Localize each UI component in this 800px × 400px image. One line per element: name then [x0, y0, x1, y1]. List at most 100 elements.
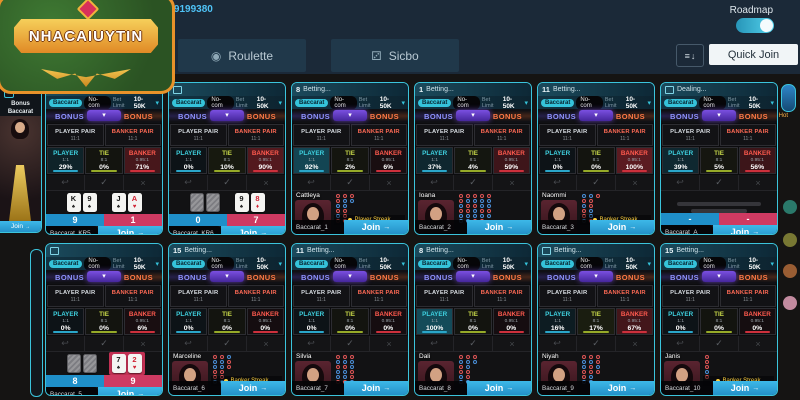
cancel-icon[interactable]: ×: [615, 175, 654, 190]
banker-bet[interactable]: BANKER 0.95:1 90%: [246, 147, 284, 174]
chevron-down-icon[interactable]: ▾: [770, 260, 774, 268]
tie-bet[interactable]: TIE 8:1 4%: [454, 147, 492, 174]
player-pair-bet[interactable]: PLAYER PAIR 11:1: [293, 124, 350, 146]
cancel-icon[interactable]: ×: [246, 175, 285, 190]
confirm-icon[interactable]: ✓: [576, 336, 615, 351]
roadmap-toggle[interactable]: [736, 18, 774, 33]
table-card[interactable]: 15 Betting... Baccarat No-com Bet Limit 10-50…: [168, 243, 286, 396]
confirm-icon[interactable]: ✓: [699, 175, 738, 190]
player-pair-bet[interactable]: PLAYER PAIR 11:1: [47, 124, 104, 146]
confirm-icon[interactable]: ✓: [207, 175, 246, 190]
banker-bet[interactable]: BANKER 0.95:1 0%: [492, 308, 530, 335]
banker-bet[interactable]: BANKER 0.95:1 67%: [615, 308, 653, 335]
join-button[interactable]: Join →: [713, 381, 777, 395]
player-bet[interactable]: PLAYER 1:1 0%: [170, 308, 208, 335]
banker-bet[interactable]: BANKER 0.95:1 0%: [738, 308, 776, 335]
join-button[interactable]: Join →: [590, 220, 654, 234]
undo-icon[interactable]: ↩: [553, 177, 561, 187]
player-pair-bet[interactable]: PLAYER PAIR 11:1: [662, 285, 719, 307]
banker-pair-bet[interactable]: BANKER PAIR 11:1: [473, 285, 530, 307]
join-button[interactable]: Join →: [713, 225, 777, 234]
tab-sicbo[interactable]: ⚂ Sicbo: [331, 39, 459, 72]
chevron-down-icon[interactable]: ▾: [155, 260, 159, 268]
banker-bet[interactable]: BANKER 0.95:1 0%: [369, 308, 407, 335]
chevron-down-icon[interactable]: ▾: [647, 260, 651, 268]
confirm-icon[interactable]: ✓: [330, 336, 369, 351]
banker-bet[interactable]: BANKER 0.95:1 6%: [123, 308, 161, 335]
table-card[interactable]: Betting... Baccarat No-com Bet Limit 10-50K ▾…: [537, 243, 655, 396]
confirm-icon[interactable]: ✓: [453, 175, 492, 190]
banker-bet[interactable]: BANKER 0.95:1 56%: [738, 147, 776, 174]
table-card[interactable]: Dealing... Baccarat No-com Bet Limit 10-50K ▾…: [660, 82, 778, 235]
table-card[interactable]: Baccarat No-com Bet Limit 10-50K ▾ BONUS ▾ BONU…: [168, 82, 286, 235]
join-button[interactable]: Join →: [221, 226, 285, 234]
player-pair-bet[interactable]: PLAYER PAIR 11:1: [170, 285, 227, 307]
join-button[interactable]: Join →: [98, 387, 162, 395]
player-bet[interactable]: PLAYER 1:1 16%: [539, 308, 577, 335]
tab-roulette[interactable]: ◉ Roulette: [178, 39, 306, 72]
chevron-down-icon[interactable]: ▾: [524, 260, 528, 268]
banker-bet[interactable]: BANKER 0.95:1 0%: [246, 308, 284, 335]
cancel-icon[interactable]: ×: [123, 336, 162, 351]
join-button[interactable]: Join →: [0, 221, 41, 232]
banker-bet[interactable]: BANKER 0.95:1 6%: [369, 147, 407, 174]
table-card[interactable]: Baccarat No-com Bet Limit 10-50K ▾ BONUS ▾ BONU…: [45, 243, 163, 396]
chevron-down-icon[interactable]: ▾: [401, 260, 405, 268]
table-card[interactable]: 1 Betting... Baccarat No-com Bet Limit 10-50K…: [414, 82, 532, 235]
cancel-icon[interactable]: ×: [738, 336, 777, 351]
player-bet[interactable]: PLAYER 1:1 0%: [170, 147, 208, 174]
player-pair-bet[interactable]: PLAYER PAIR 11:1: [170, 124, 227, 146]
banker-pair-bet[interactable]: BANKER PAIR 11:1: [350, 285, 407, 307]
chevron-down-icon[interactable]: ▾: [278, 99, 282, 107]
join-button[interactable]: Join →: [221, 381, 285, 395]
tie-bet[interactable]: TIE 8:1 0%: [85, 308, 123, 335]
tie-bet[interactable]: TIE 8:1 17%: [577, 308, 615, 335]
banker-pair-bet[interactable]: BANKER PAIR 11:1: [596, 285, 653, 307]
undo-icon[interactable]: ↩: [307, 338, 315, 348]
chevron-down-icon[interactable]: ▾: [524, 99, 528, 107]
player-pair-bet[interactable]: PLAYER PAIR 11:1: [539, 124, 596, 146]
tie-bet[interactable]: TIE 8:1 0%: [208, 308, 246, 335]
cancel-icon[interactable]: ×: [738, 175, 777, 190]
chevron-down-icon[interactable]: ▾: [647, 99, 651, 107]
undo-icon[interactable]: ↩: [676, 177, 684, 187]
tie-bet[interactable]: TIE 8:1 0%: [454, 308, 492, 335]
table-card[interactable]: 11 Betting... Baccarat No-com Bet Limit 10-50…: [291, 243, 409, 396]
join-button[interactable]: Join →: [467, 381, 531, 395]
banker-bet[interactable]: BANKER 0.95:1 100%: [615, 147, 653, 174]
join-button[interactable]: Join →: [344, 381, 408, 395]
tie-bet[interactable]: TIE 8:1 2%: [331, 147, 369, 174]
banker-pair-bet[interactable]: BANKER PAIR 11:1: [719, 124, 776, 146]
tie-bet[interactable]: TIE 8:1 0%: [331, 308, 369, 335]
table-card[interactable]: 8 Betting... Baccarat No-com Bet Limit 10-50K…: [414, 243, 532, 396]
join-button[interactable]: Join →: [344, 220, 408, 234]
chevron-down-icon[interactable]: ▾: [401, 99, 405, 107]
table-card[interactable]: 15 Betting... Baccarat No-com Bet Limit 10-50…: [660, 243, 778, 396]
confirm-icon[interactable]: ✓: [84, 175, 123, 190]
tie-bet[interactable]: TIE 8:1 0%: [85, 147, 123, 174]
player-bet[interactable]: PLAYER 1:1 0%: [47, 308, 85, 335]
undo-icon[interactable]: ↩: [676, 338, 684, 348]
confirm-icon[interactable]: ✓: [453, 336, 492, 351]
undo-icon[interactable]: ↩: [184, 177, 192, 187]
cancel-icon[interactable]: ×: [123, 175, 162, 190]
player-pair-bet[interactable]: PLAYER PAIR 11:1: [47, 285, 104, 307]
player-pair-bet[interactable]: PLAYER PAIR 11:1: [539, 285, 596, 307]
cancel-icon[interactable]: ×: [615, 336, 654, 351]
table-card[interactable]: 11 Betting... Baccarat No-com Bet Limit 10-50…: [537, 82, 655, 235]
table-card[interactable]: Baccarat No-com Bet Limit 10-50K ▾ BONUS ▾ BONU…: [45, 82, 163, 235]
join-button[interactable]: Join →: [98, 226, 162, 234]
banker-pair-bet[interactable]: BANKER PAIR 11:1: [350, 124, 407, 146]
player-bet[interactable]: PLAYER 1:1 0%: [662, 308, 700, 335]
quick-join-button[interactable]: Quick Join: [709, 44, 798, 65]
confirm-icon[interactable]: ✓: [330, 175, 369, 190]
player-pair-bet[interactable]: PLAYER PAIR 11:1: [293, 285, 350, 307]
undo-icon[interactable]: ↩: [184, 338, 192, 348]
cancel-icon[interactable]: ×: [492, 336, 531, 351]
table-card[interactable]: 8 Betting... Baccarat No-com Bet Limit 10-50K…: [291, 82, 409, 235]
chevron-down-icon[interactable]: ▾: [278, 260, 282, 268]
confirm-icon[interactable]: ✓: [576, 175, 615, 190]
join-button[interactable]: Join →: [467, 220, 531, 234]
undo-icon[interactable]: ↩: [61, 338, 69, 348]
banker-pair-bet[interactable]: BANKER PAIR 11:1: [719, 285, 776, 307]
